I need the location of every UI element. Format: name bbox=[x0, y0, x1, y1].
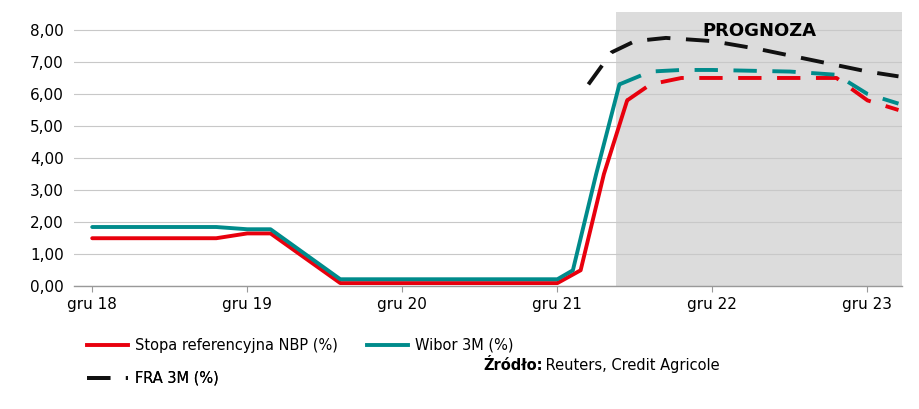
Text: Źródło:: Źródło: bbox=[483, 357, 542, 373]
Legend: FRA 3M (%): FRA 3M (%) bbox=[81, 365, 224, 391]
Text: Reuters, Credit Agricole: Reuters, Credit Agricole bbox=[540, 357, 720, 373]
Text: PROGNOZA: PROGNOZA bbox=[701, 22, 815, 40]
Bar bbox=[616, 12, 919, 286]
